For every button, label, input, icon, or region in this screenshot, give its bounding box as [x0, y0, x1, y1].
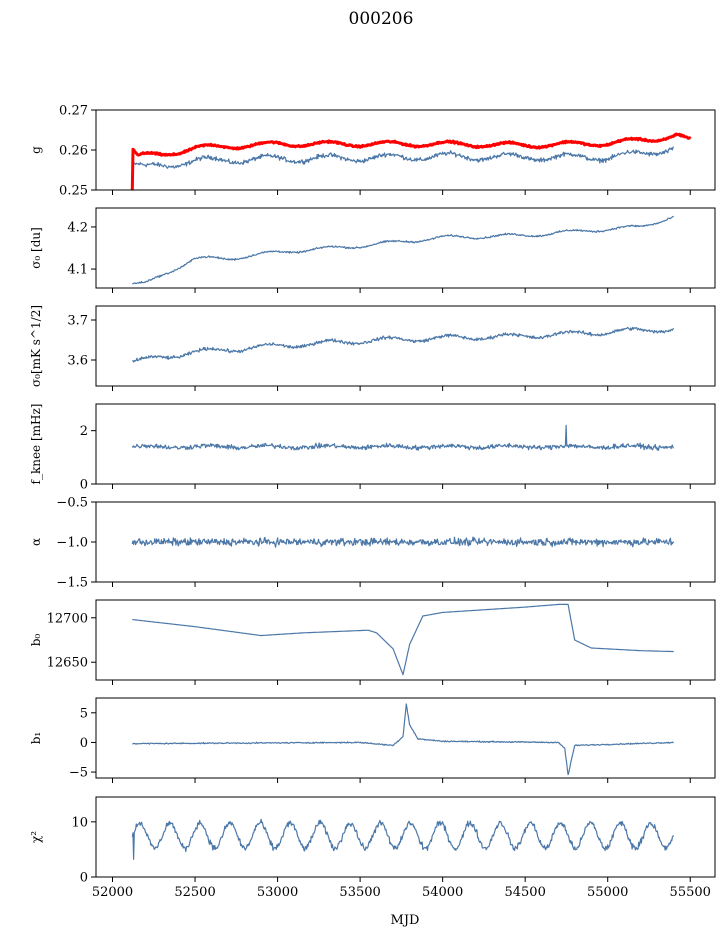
y-axis-label-b0: b₀: [29, 634, 43, 647]
y-axis-label-g: g: [29, 146, 43, 154]
y-tick-label-sigma0_du: 4.2: [67, 220, 88, 235]
panel-b1: −5 0 5 b₁: [29, 697, 716, 783]
y-tick-label-b0: 12650: [47, 656, 88, 671]
y-tick-label-chi2: 10: [71, 815, 88, 830]
y-tick-label-chi2: 0: [80, 871, 88, 886]
panel-g: 0.25 0.26 0.27 g: [29, 104, 716, 199]
axes-frame-fknee: [95, 403, 716, 485]
x-tick-label: 55500: [670, 885, 711, 900]
panel-sigma0_mK: 3.6 3.7 σ₀[mK s^1/2]: [29, 305, 716, 391]
y-tick-label-sigma0_mK: 3.6: [67, 354, 88, 369]
x-tick-label: 52500: [174, 885, 215, 900]
axes-frame-b1: [95, 697, 716, 779]
panels: 0.25 0.26 0.27 g 4.1 4.2 σ₀ [du] 3.6 3.7 σ₀[mK s^…: [29, 104, 716, 900]
panel-chi2: 0 10 52000 52500 53000 53500 54000 54500 55000 55…: [29, 796, 716, 900]
x-tick-label: 53000: [257, 885, 298, 900]
y-tick-label-b1: 0: [80, 736, 88, 751]
y-axis-label-sigma0_du: σ₀ [du]: [29, 227, 43, 269]
y-tick-label-fknee: 2: [80, 424, 88, 439]
panel-sigma0_du: 4.1 4.2 σ₀ [du]: [29, 207, 716, 293]
y-tick-label-sigma0_du: 4.1: [67, 263, 88, 278]
y-tick-label-alpha: −1.0: [56, 536, 88, 551]
series-line-b0-0: [132, 603, 674, 676]
figure-title: 000206: [349, 9, 414, 29]
axes-frame-chi2: [95, 796, 716, 878]
x-tick-label: 53500: [339, 885, 380, 900]
y-tick-label-g: 0.25: [59, 184, 88, 199]
series-line-sigma0_du-0: [132, 215, 674, 285]
y-axis-label-sigma0_mK: σ₀[mK s^1/2]: [29, 305, 43, 387]
series-line-fknee-0: [131, 424, 675, 451]
panel-b0: 12650 12700 b₀: [29, 599, 716, 685]
y-tick-label-b0: 12700: [47, 611, 88, 626]
series-line-g-1: [130, 132, 692, 190]
x-axis-label: MJD: [391, 913, 420, 928]
x-tick-label: 54000: [422, 885, 463, 900]
series-line-b1-0: [132, 703, 674, 776]
series-line-g-0: [131, 146, 675, 169]
y-tick-label-b1: 5: [80, 706, 88, 721]
y-axis-label-b1: b₁: [29, 732, 43, 745]
y-axis-label-chi2: χ²: [29, 831, 43, 843]
y-tick-label-sigma0_mK: 3.7: [67, 314, 88, 329]
panel-alpha: −1.5 −1.0 −0.5 α: [29, 496, 716, 591]
x-tick-label: 55000: [587, 885, 628, 900]
y-tick-label-g: 0.26: [59, 144, 88, 159]
axes-frame-sigma0_mK: [95, 305, 716, 387]
axes-frame-sigma0_du: [95, 207, 716, 289]
y-tick-label-alpha: −0.5: [56, 496, 88, 511]
y-axis-label-alpha: α: [29, 538, 43, 546]
panel-fknee: 0 2 f_knee [mHz]: [29, 403, 716, 493]
y-tick-label-alpha: −1.5: [56, 576, 88, 591]
x-tick-label: 54500: [504, 885, 545, 900]
y-tick-label-fknee: 0: [80, 478, 88, 493]
x-tick-label: 52000: [92, 885, 133, 900]
y-tick-label-g: 0.27: [59, 104, 88, 119]
series-line-sigma0_mK-0: [132, 326, 675, 363]
series-line-chi2-0: [131, 818, 675, 860]
series-line-alpha-0: [131, 536, 675, 548]
y-axis-label-fknee: f_knee [mHz]: [29, 404, 43, 485]
y-tick-label-b1: −5: [69, 766, 88, 781]
axes-frame-b0: [95, 599, 716, 681]
